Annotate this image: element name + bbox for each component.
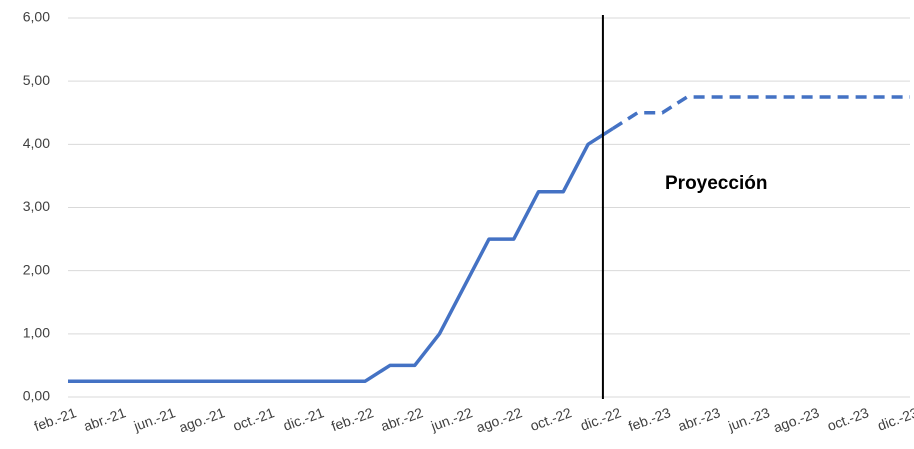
y-tick-label: 3,00	[23, 198, 50, 214]
x-tick-label: feb.-21	[32, 404, 79, 434]
y-tick-label: 0,00	[23, 388, 50, 404]
x-tick-label: feb.-22	[329, 404, 376, 434]
x-tick-label: dic.-23	[875, 404, 914, 433]
x-tick-label: dic.-21	[281, 404, 326, 433]
x-tick-label: abr.-22	[379, 404, 426, 434]
y-tick-label: 2,00	[23, 261, 50, 277]
x-tick-label: dic.-22	[578, 404, 623, 433]
y-tick-label: 1,00	[23, 325, 50, 341]
x-tick-label: oct.-23	[825, 404, 871, 434]
x-tick-label: jun.-23	[725, 404, 772, 434]
x-tick-label: abr.-21	[81, 404, 128, 434]
x-tick-label: abr.-23	[676, 404, 723, 434]
data-line	[611, 95, 910, 131]
y-tick-label: 6,00	[23, 9, 50, 25]
x-tick-label: ago.-23	[771, 404, 821, 435]
annotation: Proyección	[665, 173, 767, 194]
x-tick-label: feb.-23	[626, 404, 673, 434]
y-tick-label: 4,00	[23, 135, 50, 151]
x-tick-label: ago.-21	[177, 404, 227, 435]
data-line	[68, 127, 614, 383]
y-tick-label: 5,00	[23, 72, 50, 88]
x-tick-label: oct.-22	[528, 404, 574, 434]
x-tick-label: jun.-22	[428, 404, 475, 434]
x-tick-label: ago.-22	[474, 404, 524, 435]
x-tick-label: jun.-21	[131, 404, 178, 434]
x-tick-label: oct.-21	[231, 404, 277, 434]
